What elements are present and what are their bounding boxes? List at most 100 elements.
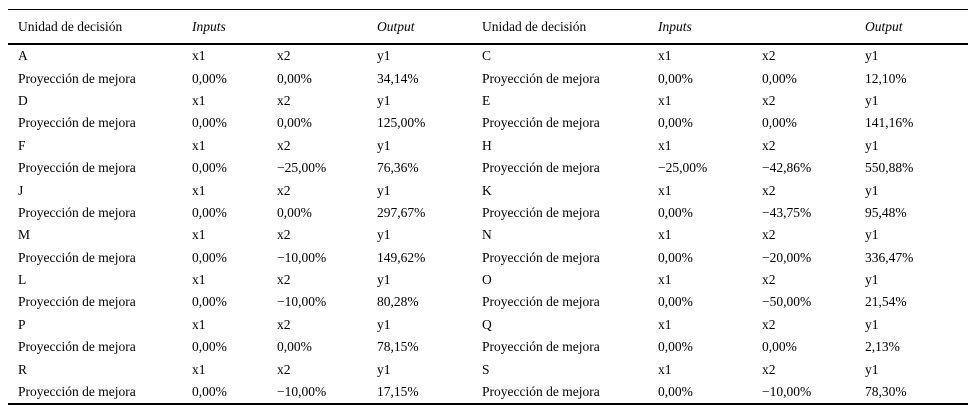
table-body: A x1 x2 y1 C x1 x2 y1 Proyección de mejo… [8, 44, 968, 406]
x2-value-left: −10,00% [277, 294, 327, 310]
projection-row: Proyección de mejora 0,00% −25,00% 76,36… [8, 157, 968, 179]
x2-value-right: −10,00% [762, 380, 865, 406]
y1-value-left: 76,36% [377, 160, 419, 176]
unit-name-left: J [18, 182, 24, 198]
x1-value-right: 0,00% [658, 204, 693, 220]
var-x2-right: x2 [762, 137, 776, 153]
y1-value-left: 125,00% [377, 115, 426, 131]
var-x1-left: x1 [192, 92, 206, 108]
var-y1-left: y1 [377, 227, 391, 243]
x2-value-right: −20,00% [762, 249, 812, 265]
var-y1-left: y1 [377, 48, 391, 64]
x2-value-left: 0,00% [277, 70, 312, 86]
variable-header-row: R x1 x2 y1 S x1 x2 y1 [8, 358, 968, 380]
header-unit-right: Unidad de decisión [482, 9, 658, 45]
variable-header-row: D x1 x2 y1 E x1 x2 y1 [8, 90, 968, 112]
y1-value-right: 78,30% [865, 380, 968, 406]
header-inputs-left: Inputs [192, 9, 277, 45]
var-y1-right: y1 [865, 137, 879, 153]
header-unit-left: Unidad de decisión [8, 9, 192, 45]
var-x2-right: x2 [762, 227, 776, 243]
projection-label-right: Proyección de mejora [482, 294, 600, 310]
projection-label-right: Proyección de mejora [482, 160, 600, 176]
projection-table: Unidad de decisión Inputs Output Unidad … [8, 9, 968, 406]
unit-name-right: N [482, 227, 492, 243]
x2-value-right: 0,00% [762, 70, 797, 86]
projection-label-left: Proyección de mejora [18, 70, 136, 86]
var-x1-left: x1 [192, 182, 206, 198]
projection-label-right: Proyección de mejora [482, 249, 600, 265]
unit-name-right: Q [482, 316, 492, 332]
var-x1-left: x1 [192, 272, 206, 288]
var-x1-right: x1 [658, 92, 672, 108]
var-y1-right: y1 [865, 182, 879, 198]
var-x1-right: x1 [658, 361, 672, 377]
header-output-left: Output [377, 9, 482, 45]
var-y1-right: y1 [865, 316, 879, 332]
unit-name-left: D [18, 92, 28, 108]
var-x2-right: x2 [762, 182, 776, 198]
var-x2-left: x2 [277, 227, 291, 243]
projection-label-left: Proyección de mejora [18, 339, 136, 355]
y1-value-left: 17,15% [377, 380, 482, 406]
unit-name-right: E [482, 92, 491, 108]
y1-value-left: 78,15% [377, 339, 419, 355]
unit-name-right: K [482, 182, 492, 198]
var-x2-left: x2 [277, 48, 291, 64]
unit-name-right: C [482, 48, 492, 64]
var-x2-left: x2 [277, 182, 291, 198]
projection-label-left: Proyección de mejora [18, 160, 136, 176]
x1-value-left: 0,00% [192, 204, 227, 220]
unit-name-right: H [482, 137, 492, 153]
projection-label-left: Proyección de mejora [8, 380, 192, 406]
unit-name-right: O [482, 272, 492, 288]
x1-value-right: 0,00% [658, 339, 693, 355]
table-header: Unidad de decisión Inputs Output Unidad … [8, 9, 968, 45]
unit-name-left: A [18, 48, 28, 64]
unit-name-left: R [18, 361, 28, 377]
x1-value-right: 0,00% [658, 249, 693, 265]
projection-row: Proyección de mejora 0,00% −10,00% 17,15… [8, 380, 968, 406]
x2-value-left: 0,00% [277, 115, 312, 131]
unit-name-right: S [482, 361, 490, 377]
x2-value-right: −50,00% [762, 294, 812, 310]
y1-value-right: 550,88% [865, 160, 914, 176]
projection-row: Proyección de mejora 0,00% 0,00% 125,00%… [8, 112, 968, 134]
var-x2-right: x2 [762, 92, 776, 108]
var-x1-left: x1 [192, 48, 206, 64]
unit-name-left: M [18, 227, 31, 243]
var-x2-right: x2 [762, 316, 776, 332]
y1-value-right: 12,10% [865, 70, 907, 86]
y1-value-right: 2,13% [865, 339, 900, 355]
var-x1-left: x1 [192, 316, 206, 332]
header-output-right: Output [865, 9, 968, 45]
var-y1-left: y1 [377, 316, 391, 332]
var-x2-left: x2 [277, 361, 291, 377]
var-y1-right: y1 [865, 361, 879, 377]
var-y1-right: y1 [865, 48, 879, 64]
x1-value-left: 0,00% [192, 380, 277, 406]
var-x1-right: x1 [658, 272, 672, 288]
variable-header-row: M x1 x2 y1 N x1 x2 y1 [8, 224, 968, 246]
x2-value-left: −10,00% [277, 249, 327, 265]
projection-row: Proyección de mejora 0,00% −10,00% 80,28… [8, 291, 968, 313]
unit-name-left: L [18, 272, 27, 288]
var-y1-right: y1 [865, 92, 879, 108]
projection-row: Proyección de mejora 0,00% −10,00% 149,6… [8, 247, 968, 269]
var-y1-left: y1 [377, 272, 391, 288]
x2-value-right: 0,00% [762, 115, 797, 131]
unit-name-left: P [18, 316, 26, 332]
header-inputs-right: Inputs [658, 9, 762, 45]
x2-value-left: 0,00% [277, 339, 312, 355]
var-x1-right: x1 [658, 182, 672, 198]
projection-label-left: Proyección de mejora [18, 249, 136, 265]
variable-header-row: P x1 x2 y1 Q x1 x2 y1 [8, 314, 968, 336]
y1-value-right: 21,54% [865, 294, 907, 310]
variable-header-row: F x1 x2 y1 H x1 x2 y1 [8, 135, 968, 157]
var-x2-left: x2 [277, 137, 291, 153]
var-y1-left: y1 [377, 92, 391, 108]
x1-value-right: 0,00% [658, 380, 762, 406]
var-y1-right: y1 [865, 272, 879, 288]
var-x1-left: x1 [192, 137, 206, 153]
